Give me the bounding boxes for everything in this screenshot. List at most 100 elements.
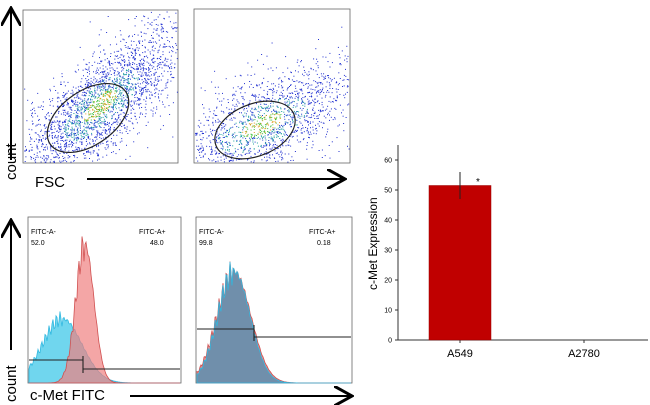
scatter-dot — [128, 35, 130, 37]
scatter-dot — [63, 104, 65, 106]
scatter-dot — [95, 126, 97, 128]
scatter-dot — [92, 152, 94, 154]
scatter-dot — [306, 112, 308, 114]
scatter-dot — [28, 128, 30, 130]
scatter-dot — [122, 76, 124, 78]
scatter-dot — [303, 102, 305, 103]
scatter-dot — [104, 132, 106, 134]
scatter-dot — [336, 97, 338, 99]
scatter-dot — [216, 151, 218, 153]
scatter-dot — [240, 75, 242, 77]
scatter-dot — [273, 135, 275, 137]
scatter-dot — [251, 120, 253, 122]
scatter-dot — [340, 64, 342, 66]
scatter-dot — [104, 70, 106, 72]
scatter-dot — [279, 97, 280, 99]
scatter-dot — [78, 149, 80, 151]
scatter-dot — [231, 119, 233, 121]
scatter-dot — [104, 84, 106, 86]
scatter-dot — [230, 117, 232, 119]
scatter-dot — [106, 108, 108, 109]
scatter-dot — [282, 93, 283, 95]
scatter-dot — [282, 86, 284, 88]
scatter-dot — [215, 141, 217, 143]
scatter-dot — [33, 157, 35, 159]
scatter-dot — [160, 23, 162, 25]
scatter-dot — [339, 104, 341, 106]
scatter-dot — [102, 116, 104, 118]
scatter-dot — [126, 88, 128, 90]
scatter-dot — [130, 78, 131, 80]
scatter-dot — [226, 136, 228, 138]
scatter-dot — [109, 67, 111, 69]
scatter-dot — [109, 126, 111, 128]
scatter-dot — [66, 133, 68, 135]
scatter-dot — [64, 157, 66, 159]
scatter-dot — [312, 126, 314, 128]
scatter-dot — [69, 156, 71, 157]
scatter-dot — [347, 104, 349, 106]
scatter-dot — [312, 109, 313, 111]
scatter-dot — [138, 74, 140, 75]
scatter-dot — [73, 135, 75, 137]
scatter-dot — [315, 70, 317, 72]
scatter-dot — [269, 157, 271, 159]
scatter-dot — [136, 122, 138, 124]
scatter-dot — [122, 38, 124, 40]
scatter-dot — [217, 160, 219, 162]
scatter-dot — [114, 103, 116, 105]
scatter-dot — [132, 35, 133, 37]
scatter-dot — [168, 16, 170, 18]
scatter-dot — [71, 142, 73, 144]
scatter-dot — [154, 41, 156, 43]
scatter-dot — [143, 81, 145, 83]
scatter-dot — [122, 77, 124, 79]
scatter-dot — [51, 136, 53, 138]
scatter-dot — [31, 120, 33, 122]
scatter-dot — [57, 137, 59, 139]
scatter-dot — [283, 95, 285, 97]
scatter-dot — [93, 128, 95, 130]
scatter-dot — [261, 146, 263, 148]
scatter-dot — [276, 136, 278, 138]
scatter-dot — [107, 88, 109, 90]
scatter-dot — [161, 61, 163, 63]
scatter-dot — [327, 105, 329, 107]
scatter-dot — [265, 114, 267, 116]
scatter-dot — [242, 127, 244, 129]
scatter-dot — [347, 55, 349, 57]
scatter-dot — [57, 124, 59, 126]
scatter-dot — [65, 124, 67, 126]
scatter-dot — [283, 111, 285, 113]
scatter-dot — [335, 82, 337, 84]
scatter-dot — [202, 155, 204, 157]
scatter-dot — [106, 89, 108, 91]
scatter-dot — [287, 95, 288, 97]
scatter-dot — [276, 105, 278, 107]
scatter-dot — [34, 160, 36, 162]
scatter-dot — [251, 114, 253, 115]
scatter-dot — [261, 115, 263, 117]
scatter-dot — [72, 122, 74, 124]
scatter-dot — [81, 78, 83, 80]
scatter-dot — [48, 135, 50, 137]
scatter-dot — [112, 81, 114, 83]
scatter-dot — [317, 65, 319, 67]
scatter-dot — [144, 72, 146, 74]
scatter-dot — [135, 52, 137, 54]
scatter-dot — [101, 72, 103, 74]
scatter-dot — [97, 93, 99, 95]
scatter-dot — [128, 36, 130, 38]
scatter-dot — [247, 159, 248, 161]
scatter-dot — [280, 91, 282, 93]
scatter-dot — [277, 111, 279, 113]
scatter-dot — [347, 86, 349, 88]
scatter-dot — [66, 152, 68, 154]
scatter-dot — [310, 127, 311, 129]
scatter-dot — [213, 110, 215, 112]
scatter-dot — [75, 126, 77, 128]
scatter-dot — [156, 42, 158, 44]
scatter-dot — [278, 78, 280, 80]
scatter-dot — [79, 124, 81, 126]
scatter-dot — [302, 100, 304, 102]
